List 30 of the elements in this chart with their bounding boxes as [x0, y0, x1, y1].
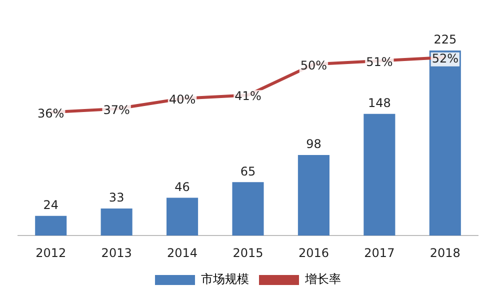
data-label: 50% — [300, 58, 328, 72]
data-label: 65 — [240, 164, 256, 178]
data-label: 37% — [103, 102, 130, 117]
data-label: 41% — [234, 89, 262, 104]
data-label: 52% — [432, 52, 458, 66]
x-tick-label: 2016 — [298, 246, 329, 260]
data-label: 98 — [306, 137, 322, 152]
bar — [166, 198, 198, 236]
x-tick-label: 2014 — [167, 246, 198, 260]
legend-label: 增长率 — [304, 272, 341, 286]
x-tick-label: 2013 — [101, 246, 132, 260]
bar — [35, 216, 67, 236]
data-label: 148 — [368, 96, 391, 110]
data-label: 36% — [38, 106, 64, 120]
bar — [429, 50, 461, 236]
x-tick-label: 2017 — [364, 246, 395, 260]
bar — [100, 208, 132, 236]
legend-label: 市场规模 — [201, 272, 249, 286]
data-label: 33 — [108, 190, 124, 205]
x-tick-label: 2015 — [232, 246, 264, 260]
x-tick-label: 2012 — [36, 246, 66, 260]
data-label: 40% — [168, 92, 196, 107]
data-label: 46 — [174, 180, 190, 194]
data-label: 24 — [43, 198, 58, 212]
bar — [364, 114, 396, 236]
bar — [232, 182, 264, 236]
data-label: 51% — [366, 54, 393, 69]
x-tick-label: 2018 — [430, 246, 460, 260]
data-label: 225 — [434, 32, 457, 47]
bar — [298, 155, 330, 236]
